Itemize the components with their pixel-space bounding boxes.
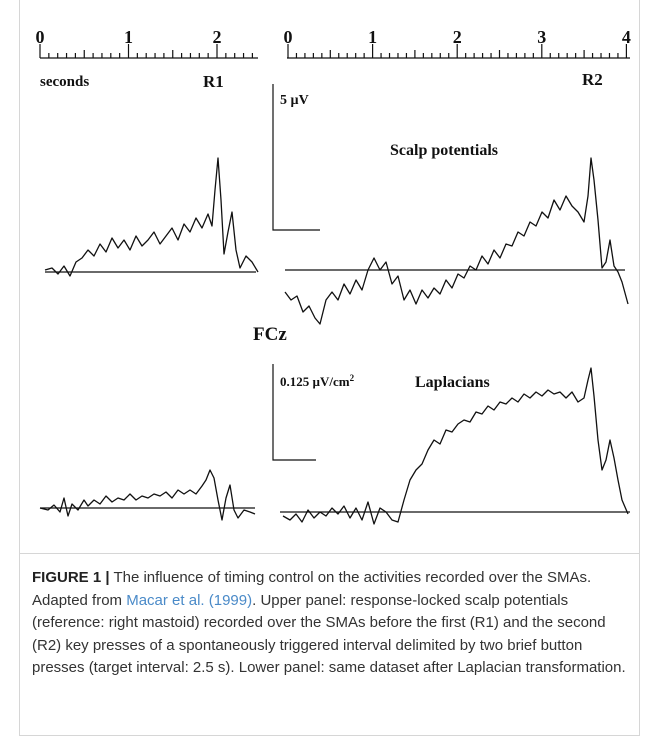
scale-bar-top [272,84,320,231]
r2-label: R2 [582,70,603,89]
electrode-label: FCz [253,324,287,345]
citation-link[interactable]: Macar et al. (1999) [126,591,253,609]
caption-text: . Upper panel: response-locked scalp pot… [32,591,626,677]
waveform [284,157,629,325]
rulers: 0 1 2 0 1 2 3 4 [36,27,631,59]
figure: 0 1 2 0 1 2 3 4 seconds R1 R2 5 µV Scalp potent… [36,27,631,525]
caption-text: The influence of timing control on the a… [32,569,592,609]
ruler-tick-label: 3 [537,27,546,47]
scale-exponent: 2 [350,373,355,383]
scale-unit: 0.125 µV/cm [280,374,350,389]
ruler-tick-label: 2 [453,27,462,47]
separator [20,553,639,554]
caption-label: FIGURE 1 | [32,569,110,586]
ruler-tick-label: 0 [36,27,45,47]
ruler-tick-label: 1 [124,27,133,47]
waveform [282,367,629,525]
scale-label-bottom: 0.125 µV/cm2 [280,373,355,389]
ruler-tick-label: 1 [368,27,377,47]
waveform [39,469,256,521]
ruler-tick-label: 0 [284,27,293,47]
unit-label: seconds [40,74,89,90]
panel-title-top: Scalp potentials [390,142,498,159]
scale-bar-bottom [272,364,316,461]
figure-frame [19,0,640,736]
r1-label: R1 [203,72,224,91]
ruler-tick-label: 2 [213,27,222,47]
panel-title-bottom: Laplacians [415,374,490,391]
waveform [44,157,259,277]
figure-caption: FIGURE 1 | The influence of timing contr… [32,567,632,680]
ruler-tick-label: 4 [622,27,631,47]
scale-label-top: 5 µV [280,93,309,108]
